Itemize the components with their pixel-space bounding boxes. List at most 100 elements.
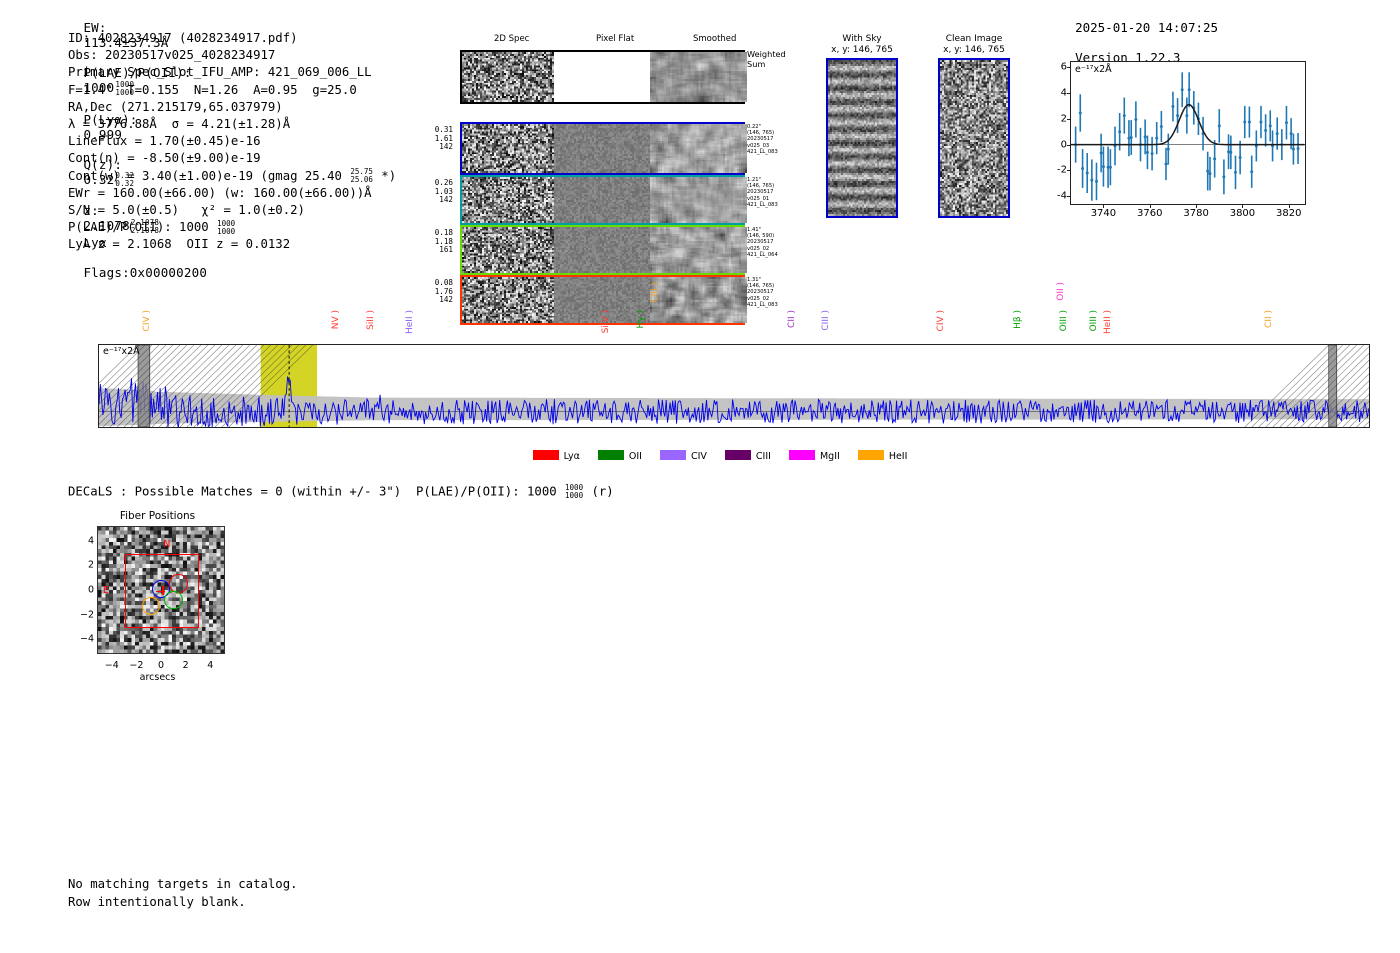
- spec2d-right-label: v025_02: [747, 295, 770, 302]
- spectrum-x-tickmark: [180, 427, 181, 428]
- full-spectrum-frame: e⁻¹⁷x2Å 0.02.55.07.535003600370038003900…: [98, 344, 1370, 428]
- zoom-y-tick: 4: [1060, 87, 1067, 99]
- info-line-plae: P(LAE)/P(OII): 1000 1000 1000: [68, 218, 236, 236]
- header-summary-line: EW: 113.4±37.3Å P(LAE)/P(OII): 1000 1000 1…: [68, 5, 207, 280]
- spec2d-right-label: 421_LL_083: [747, 301, 778, 308]
- spec2d-right-label: 20230517: [747, 136, 774, 143]
- spec2d-right-label: 0.22": [747, 124, 761, 130]
- zoom-y-tickmark: [1067, 196, 1071, 198]
- spectrum-x-tickmark: [303, 427, 304, 428]
- info-line-lineflux: LineFlux = 1.70(±0.45)e-16: [68, 134, 261, 149]
- spec2d-right-label: v025_01: [747, 195, 770, 202]
- zoom-x-tickmark: [1149, 204, 1151, 208]
- legend-swatch: [659, 450, 686, 460]
- zoom-x-tick: 3780: [1183, 208, 1209, 219]
- legend-item: MgII: [788, 450, 840, 462]
- legend-label: HeII: [888, 451, 908, 462]
- spec2d-col-title-smoothed: Smoothed: [693, 34, 737, 44]
- spec2d-row-left-labels: 0.18 1.18 161: [421, 228, 453, 255]
- info-line-snr: S/N = 5.0(±0.5) χ² = 1.0(±0.2): [68, 203, 305, 218]
- spec2d-left-label: 1.03: [434, 186, 453, 196]
- legend-item: HeII: [857, 450, 908, 462]
- spectrum-line-marker: CII ): [1264, 310, 1275, 328]
- spectrum-line-marker: CIII ): [820, 310, 831, 331]
- spec2d-right-label: (146, 765): [747, 183, 775, 190]
- spectrum-line-marker: SiIV ): [600, 310, 611, 334]
- legend-label: OII: [628, 451, 642, 462]
- cutout-coords: x, y: 146, 765: [831, 45, 893, 55]
- zoom-y-tickmark: [1067, 170, 1071, 172]
- header-plae-label: P(LAE)/P(OII):: [83, 65, 192, 80]
- header-z-range: 2.1078 2.1078: [130, 217, 160, 235]
- spec2d-right-label: 1.31": [747, 277, 761, 283]
- legend-swatch: [788, 450, 815, 460]
- cutout-clean-image: [938, 58, 1010, 218]
- zoom-y-tickmark: [1067, 67, 1071, 69]
- spectrum-line-marker: HeII ): [1103, 310, 1114, 334]
- spec2d-col-title-2dspec: 2D Spec: [494, 34, 530, 44]
- decals-plae-range: 1000 1000: [565, 483, 584, 500]
- spec2d-weighted-sum-label: Weighted Sum: [747, 49, 786, 69]
- zoom-x-tickmark: [1288, 204, 1290, 208]
- spec2d-left-label: 0.18: [434, 228, 453, 237]
- spectrum-line-marker: Hβ ): [1013, 310, 1024, 329]
- spec2d-cell-2dspec: [462, 277, 554, 323]
- zoom-x-tick: 3800: [1229, 208, 1256, 219]
- spec2d-cell-pixelflat: [554, 177, 650, 223]
- spectrum-y-tickmark: [98, 351, 99, 352]
- cutout-name: Clean Image: [945, 34, 1003, 44]
- spectrum-x-tickmark: [489, 427, 490, 428]
- spec2d-right-label: v025_03: [747, 142, 770, 149]
- spec2d-row-right-labels: 1.31" (146, 765) 20230517 v025_02 421_LL_083: [747, 277, 807, 308]
- spec2d-left-label: 142: [439, 142, 453, 152]
- spec2d-row-left-labels: 0.08 1.76 142: [421, 278, 453, 305]
- spec2d-left-label: 142: [439, 295, 453, 305]
- zoom-y-tick: 6: [1060, 61, 1067, 73]
- fiber-circle: [164, 591, 183, 610]
- spectrum-x-tickmark: [1295, 427, 1296, 428]
- legend-item: OII: [597, 450, 642, 462]
- panel-x-tick: −2: [129, 660, 144, 671]
- spec2d-left-label: 1.61: [434, 133, 453, 143]
- legend-item: CIV: [659, 450, 707, 462]
- zoom-y-tick: -2: [1057, 164, 1067, 176]
- spectrum-x-tickmark: [799, 427, 800, 428]
- spectrum-line-marker: SiII ): [366, 310, 376, 330]
- header-z-value: 2.1078: [83, 218, 130, 233]
- spectrum-x-tickmark: [1233, 427, 1234, 428]
- image-panel-caption: arcsecs: [52, 672, 263, 684]
- zoom-y-tick: -4: [1057, 190, 1067, 202]
- spectrum-y-tickmark: [98, 391, 99, 392]
- spectrum-line-marker: NV ): [331, 310, 342, 330]
- zoom-x-tickmark: [1242, 204, 1244, 208]
- footer-line-1: No matching targets in catalog.: [68, 877, 298, 891]
- spectrum-x-tickmark: [427, 427, 428, 428]
- info-line-cont-n: Cont(n) = -8.50(±9.00)e-19: [68, 151, 261, 166]
- legend-item: Lyα: [532, 450, 580, 462]
- spec2d-row: [460, 175, 747, 225]
- legend-label: CIV: [690, 451, 707, 462]
- header-z-label: z:: [83, 203, 99, 218]
- spec2d-cell-2dspec: [462, 124, 554, 173]
- panel-x-tick: 2: [182, 660, 189, 671]
- spectrum-flux-units: e⁻¹⁷x2Å: [103, 346, 140, 357]
- header-qz-range: 0.32 0.32: [115, 171, 135, 188]
- zoom-flux-units: e⁻¹⁷x2Å: [1075, 64, 1112, 75]
- gmag-range: 25.75 25.06: [350, 167, 373, 185]
- spec2d-cell-pixelflat: [554, 277, 650, 323]
- panel-x-tick: 0: [157, 660, 165, 671]
- spec2d-cell-smoothed: [650, 277, 747, 323]
- legend-swatch: [857, 450, 884, 460]
- spec2d-cell-2dspec: [462, 177, 554, 223]
- info-plae-range: 1000 1000: [217, 218, 236, 236]
- spec2d-right-label: (146, 765): [747, 130, 775, 137]
- fiber-circle: [151, 579, 170, 599]
- header-plya-value: 0.999: [83, 126, 123, 142]
- spectrum-y-tickmark: [98, 412, 99, 413]
- compass-east-label: E: [102, 585, 109, 597]
- full-spectrum-svg: [99, 345, 1369, 427]
- zoom-x-tick: 3820: [1276, 208, 1302, 219]
- spectrum-y-tickmark: [98, 371, 99, 372]
- spec2d-cell-2dspec: [462, 227, 554, 273]
- spec2d-row: [460, 225, 747, 275]
